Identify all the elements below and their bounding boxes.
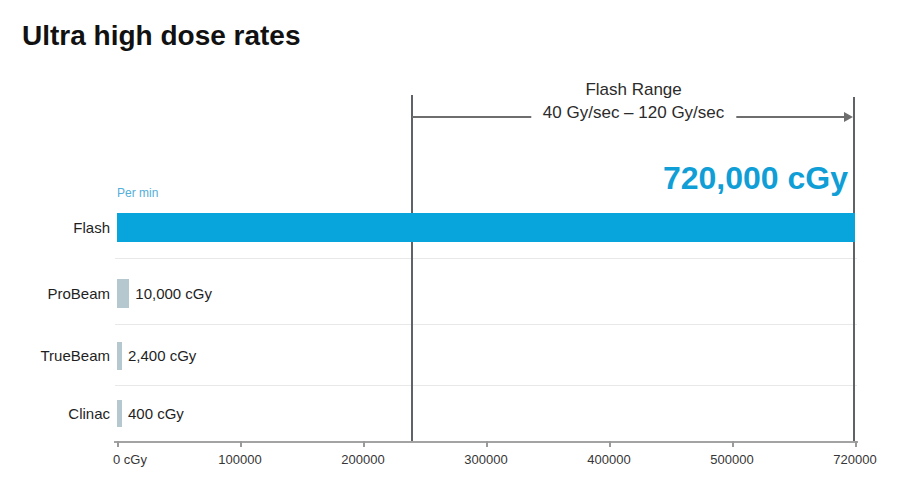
flash-range-start-line <box>411 95 413 441</box>
category-label-flash: Flash <box>0 213 110 242</box>
x-axis-tick-mark <box>486 441 488 447</box>
flash-peak-value: 720,000 cGy <box>663 160 848 197</box>
x-axis-tick-label: 0 cGy <box>113 452 147 467</box>
flash-range-values: 40 Gy/sec – 120 Gy/sec <box>543 101 724 124</box>
bar-value-label: 400 cGy <box>128 400 184 427</box>
bar-value-label: 10,000 cGy <box>135 279 212 308</box>
category-label-clinac: Clinac <box>0 400 110 427</box>
bar-clinac <box>117 400 122 427</box>
page-title: Ultra high dose rates <box>22 20 301 52</box>
x-axis-tick-label: 100000 <box>218 452 261 467</box>
bar-flash <box>117 213 855 242</box>
x-axis-tick-label: 720000 <box>833 452 876 467</box>
bar-value-label: 2,400 cGy <box>128 342 196 370</box>
x-axis-tick-label: 200000 <box>341 452 384 467</box>
flash-range-label: Flash Range 40 Gy/sec – 120 Gy/sec <box>531 78 736 124</box>
x-axis-tick-mark <box>363 441 365 447</box>
per-min-note: Per min <box>117 186 158 200</box>
bar-truebeam <box>117 342 122 370</box>
bar-probeam <box>117 279 129 308</box>
slide: Ultra high dose rates Flash Range 40 Gy/… <box>0 0 900 500</box>
category-label-probeam: ProBeam <box>0 279 110 308</box>
x-axis-tick-mark <box>117 441 119 447</box>
flash-range-title: Flash Range <box>543 78 724 101</box>
x-axis-tick-mark <box>609 441 611 447</box>
x-axis-tick-mark <box>732 441 734 447</box>
x-axis-tick-label: 300000 <box>464 452 507 467</box>
flash-range-end-line <box>853 97 855 441</box>
flash-range-annotation: Flash Range 40 Gy/sec – 120 Gy/sec <box>412 80 855 126</box>
x-axis-tick-mark <box>855 441 857 447</box>
row-separator-gridline <box>115 324 857 325</box>
category-label-truebeam: TrueBeam <box>0 342 110 370</box>
x-axis-tick-label: 400000 <box>587 452 630 467</box>
x-axis-tick-label: 500000 <box>710 452 753 467</box>
row-separator-gridline <box>115 385 857 386</box>
row-separator-gridline <box>115 258 857 259</box>
right-arrowhead-icon <box>844 112 853 122</box>
x-axis-tick-mark <box>240 441 242 447</box>
